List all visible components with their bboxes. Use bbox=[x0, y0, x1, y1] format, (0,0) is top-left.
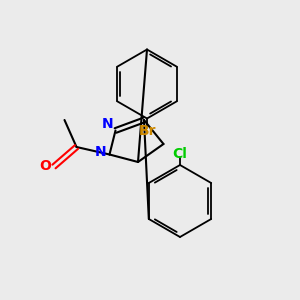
Text: N: N bbox=[95, 145, 106, 159]
Text: Br: Br bbox=[138, 124, 156, 137]
Text: O: O bbox=[40, 160, 52, 173]
Text: Cl: Cl bbox=[172, 147, 188, 160]
Text: N: N bbox=[102, 117, 114, 131]
